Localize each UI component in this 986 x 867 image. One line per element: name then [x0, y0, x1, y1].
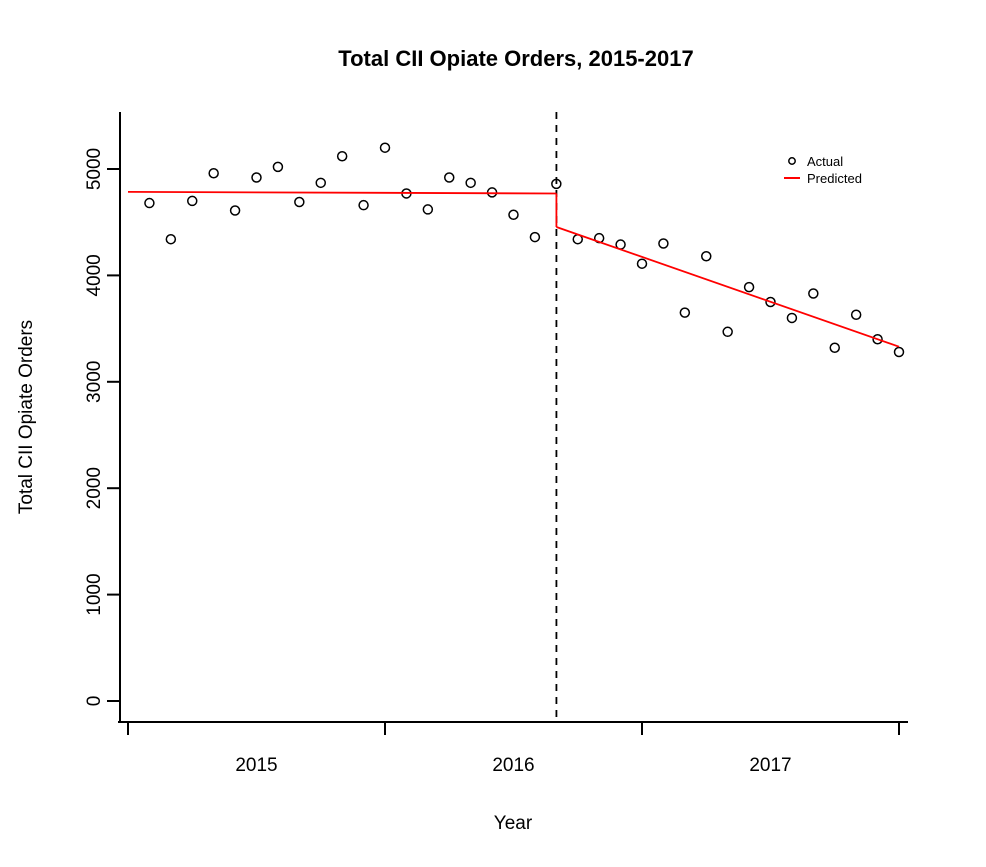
data-point-actual: [743, 281, 755, 293]
y-axis-title: Total CII Opiate Orders: [16, 320, 37, 514]
data-point-actual: [144, 197, 155, 209]
data-point-actual: [165, 233, 177, 245]
data-point-actual: [529, 231, 541, 243]
data-point-actual: [251, 172, 262, 183]
data-point-actual: [636, 258, 648, 269]
data-point-actual: [229, 205, 241, 216]
y-axis-tick-label: 4000: [84, 254, 105, 296]
legend-actual-symbol-icon: [788, 157, 796, 165]
chart-title: Total CII Opiate Orders, 2015-2017: [338, 46, 693, 71]
data-point-actual: [208, 168, 219, 179]
data-point-actual: [422, 204, 434, 215]
data-point-actual: [444, 172, 455, 183]
data-point-actual: [187, 195, 198, 207]
y-axis-tick-label: 1000: [84, 573, 105, 615]
data-point-actual: [658, 238, 669, 249]
data-point-actual: [872, 333, 883, 345]
data-point-actual: [765, 296, 776, 308]
y-axis-tick-label: 2000: [84, 467, 105, 509]
data-point-actual: [679, 307, 691, 318]
data-point-actual: [272, 161, 284, 173]
data-point-actual: [722, 326, 733, 338]
data-point-actual: [829, 342, 840, 354]
y-axis-tick-label: 0: [84, 696, 105, 707]
predicted-line-segment: [127, 190, 557, 195]
data-point-actual: [358, 199, 369, 211]
data-point-actual: [808, 288, 819, 299]
x-axis-title: Year: [494, 813, 533, 834]
x-axis-tick-label: 2016: [492, 755, 534, 776]
data-point-actual: [379, 142, 391, 153]
legend-label-predicted: Predicted: [807, 171, 862, 186]
y-axis-tick-label: 3000: [84, 361, 105, 403]
legend-label-actual: Actual: [807, 154, 843, 169]
x-axis-tick-label: 2015: [235, 755, 277, 776]
data-point-actual: [786, 312, 798, 324]
data-point-actual: [315, 177, 326, 189]
legend: Actual Predicted: [784, 154, 862, 186]
x-axis-tick-label: 2017: [749, 755, 791, 776]
y-axis-tick-label: 5000: [84, 148, 105, 190]
data-point-actual: [465, 177, 476, 189]
data-point-actual: [336, 150, 348, 162]
predicted-line-segment: [556, 226, 900, 348]
data-point-actual: [508, 209, 519, 221]
data-point-actual: [893, 346, 905, 358]
data-point-actual: [294, 196, 305, 208]
data-point-actual: [850, 309, 862, 321]
data-point-actual: [701, 250, 712, 262]
plot-area: 0 1000 2000 3000 4000 5000 2015 2016 2017: [84, 112, 908, 776]
data-point-actual: [551, 178, 562, 190]
